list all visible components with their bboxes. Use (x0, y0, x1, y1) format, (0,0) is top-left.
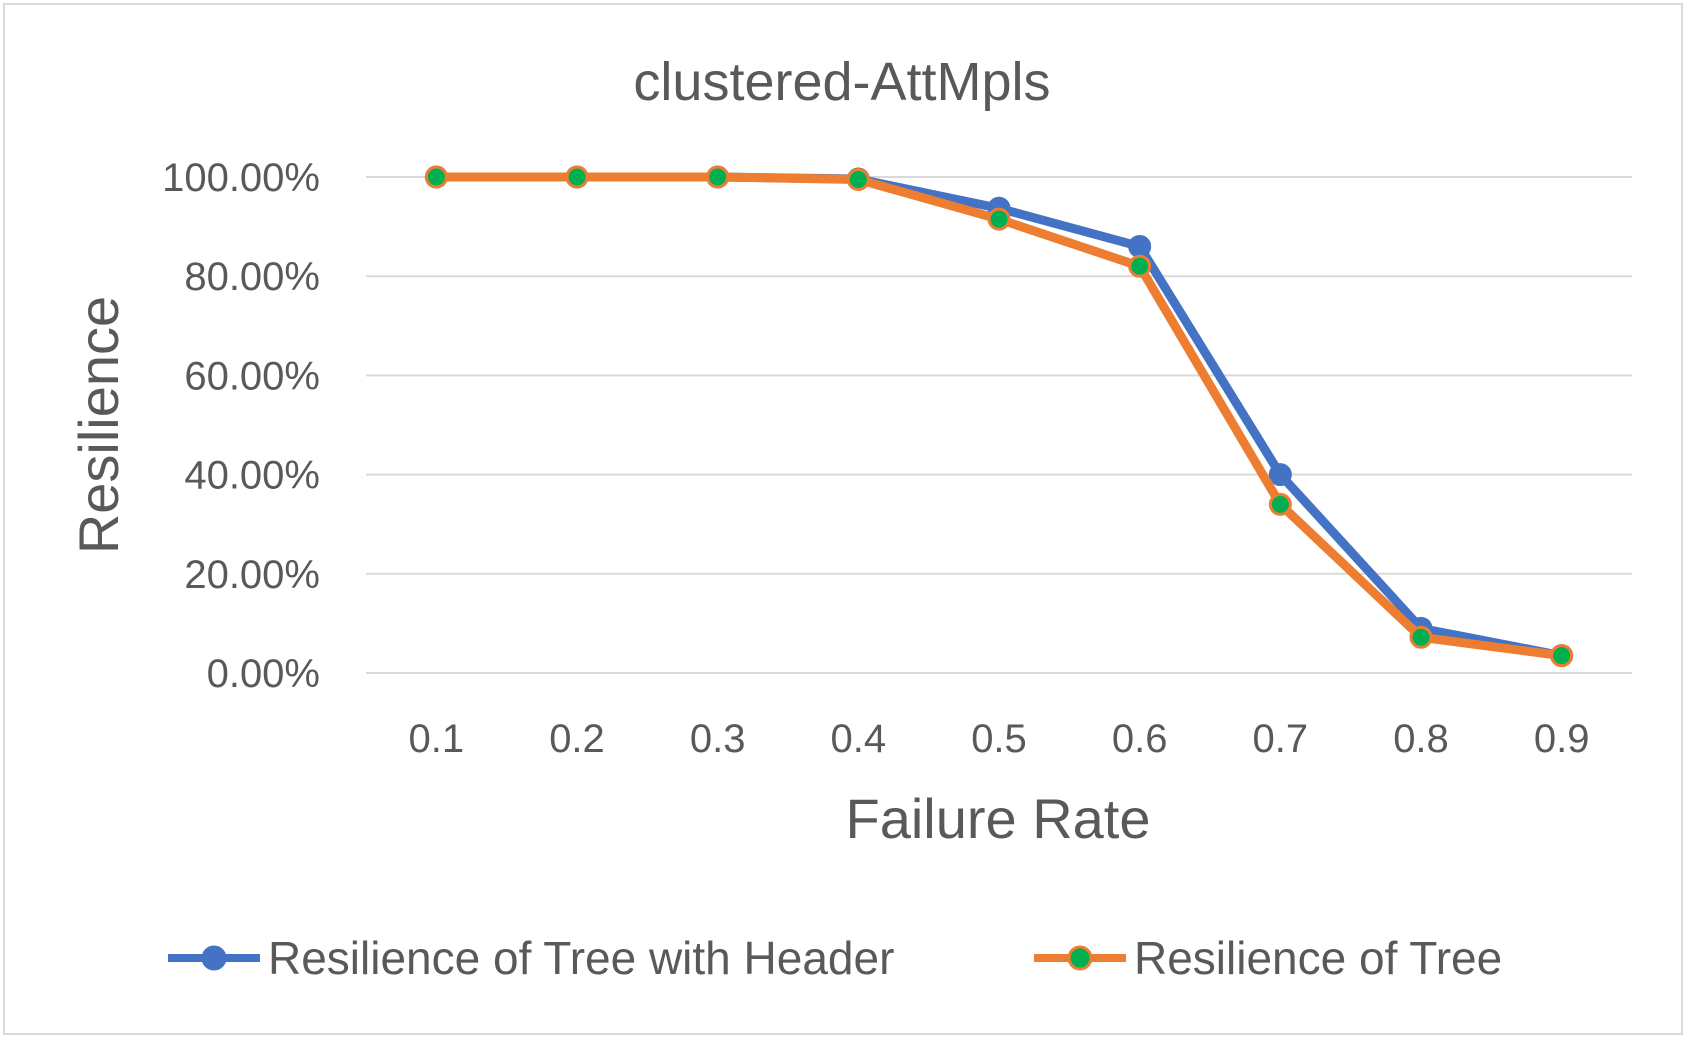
data-point (1550, 644, 1574, 668)
x-tick-label: 0.3 (690, 717, 746, 761)
x-tick-label: 0.6 (1112, 717, 1168, 761)
legend-item-tree: Resilience of Tree (1034, 932, 1502, 984)
data-point (1409, 625, 1433, 649)
gridlines (366, 176, 1632, 674)
y-tick-label: 100.00% (162, 156, 320, 200)
data-point (846, 167, 870, 191)
data-point (1268, 492, 1292, 516)
data-series (424, 165, 1574, 668)
legend-swatch-marker (201, 945, 227, 971)
data-point (1128, 254, 1152, 278)
x-axis-label: Failure Rate (845, 787, 1150, 850)
x-tick-label: 0.5 (971, 717, 1027, 761)
data-point (424, 165, 448, 189)
data-point (565, 165, 589, 189)
x-tick-label: 0.1 (409, 717, 465, 761)
y-tick-label: 20.00% (184, 553, 320, 597)
y-tick-label: 0.00% (207, 652, 320, 696)
data-point (706, 165, 730, 189)
data-point (1128, 234, 1152, 258)
y-tick-label: 40.00% (184, 454, 320, 498)
legend-label: Resilience of Tree (1134, 932, 1502, 984)
y-tick-label: 80.00% (184, 255, 320, 299)
legend-swatch-marker (1067, 945, 1093, 971)
x-axis-tick-labels: 0.1 0.2 0.3 0.4 0.5 0.6 0.7 0.8 0.9 (409, 717, 1590, 761)
chart-title: clustered-AttMpls (633, 52, 1050, 112)
legend: Resilience of Tree with Header Resilienc… (168, 932, 1502, 984)
x-tick-label: 0.2 (549, 717, 605, 761)
x-tick-label: 0.7 (1253, 717, 1309, 761)
y-tick-label: 60.00% (184, 354, 320, 398)
series-tree (424, 165, 1574, 668)
data-point (987, 207, 1011, 231)
x-tick-label: 0.9 (1534, 717, 1590, 761)
y-axis-tick-labels: 0.00% 20.00% 40.00% 60.00% 80.00% 100.00% (162, 156, 320, 696)
y-axis-label: Resilience (67, 296, 130, 554)
x-tick-label: 0.4 (831, 717, 887, 761)
x-tick-label: 0.8 (1393, 717, 1449, 761)
legend-item-tree-with-header: Resilience of Tree with Header (168, 932, 894, 984)
legend-label: Resilience of Tree with Header (268, 932, 894, 984)
data-point (1268, 463, 1292, 487)
